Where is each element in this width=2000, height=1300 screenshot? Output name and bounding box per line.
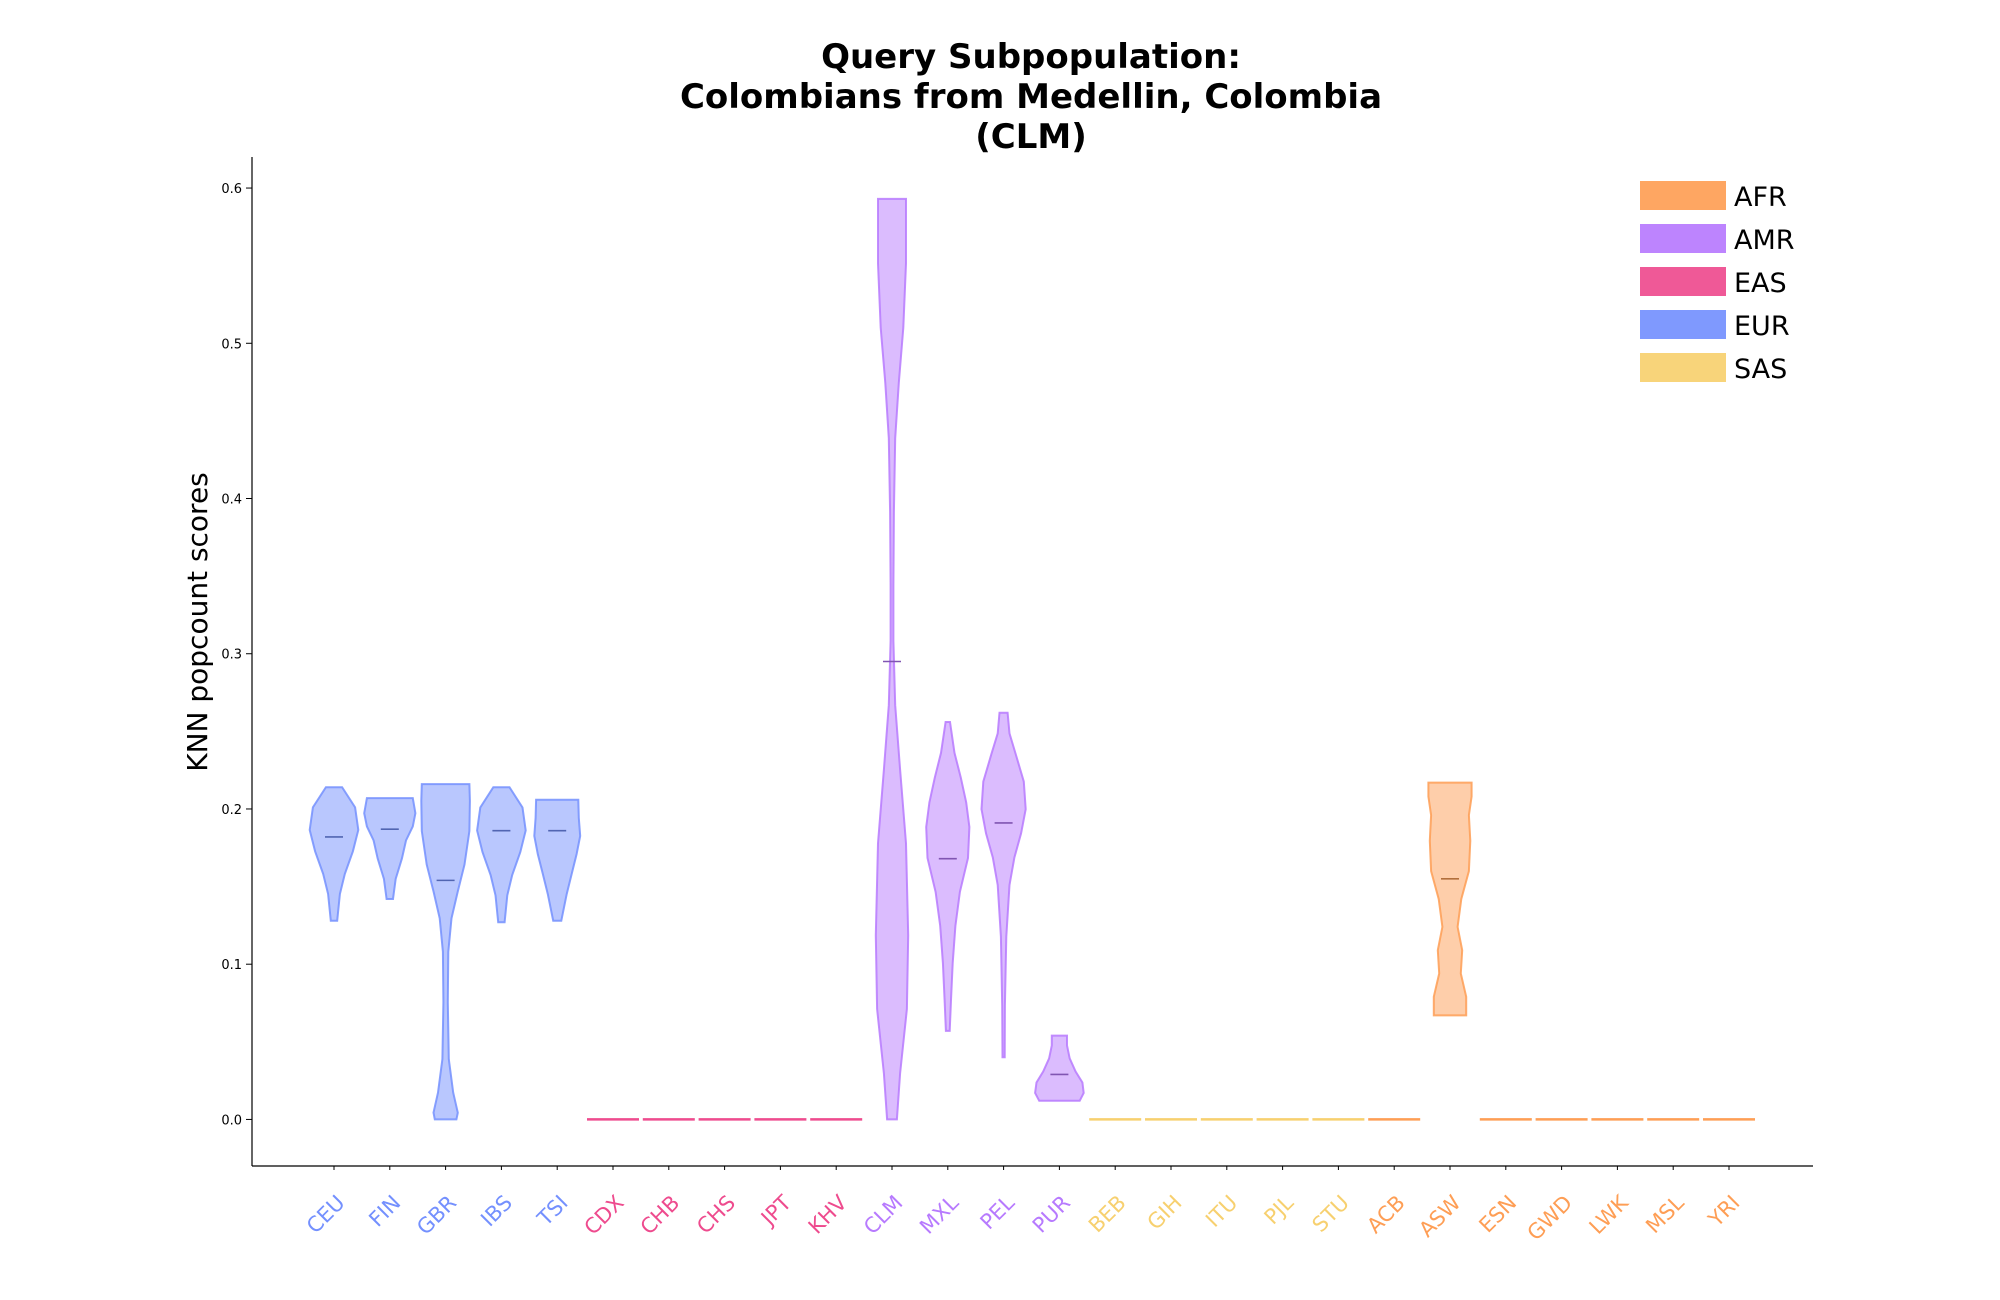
violin-body xyxy=(874,197,910,1121)
violin-asw xyxy=(1427,781,1473,1017)
legend-swatch xyxy=(1640,267,1726,296)
violin-pel xyxy=(980,711,1027,1059)
x-tick-label: ACB xyxy=(1362,1191,1409,1238)
violin-gbr xyxy=(420,783,471,1121)
x-tick-label: PJL xyxy=(1260,1190,1299,1229)
legend-item-amr: AMR xyxy=(1640,224,1795,256)
violin-ceu xyxy=(308,786,360,922)
x-tick-label: TSI xyxy=(532,1191,573,1232)
violin-fin xyxy=(363,797,417,900)
y-tick-label: 0.3 xyxy=(221,648,242,663)
y-tick-label: 0.4 xyxy=(221,493,242,508)
violin-body xyxy=(1427,781,1473,1017)
chart-title-line-1: Query Subpopulation: xyxy=(821,37,1241,77)
x-tick-label: CLM xyxy=(859,1191,907,1239)
chart-title-line-3: (CLM) xyxy=(975,117,1087,157)
violin-pur xyxy=(1034,1034,1085,1102)
violin-body xyxy=(308,786,360,922)
violin-body xyxy=(925,721,971,1032)
violin-body xyxy=(476,786,527,924)
violin-body xyxy=(980,711,1027,1059)
legend-item-sas: SAS xyxy=(1640,353,1787,385)
x-tick-label: BEB xyxy=(1084,1191,1131,1238)
legend-item-afr: AFR xyxy=(1640,181,1787,213)
legend-swatch xyxy=(1640,310,1726,339)
y-tick-label: 0.0 xyxy=(221,1113,242,1128)
x-tick-label: KHV xyxy=(804,1190,852,1238)
x-tick-label: JPT xyxy=(755,1190,796,1231)
legend: AFR AMR EAS EUR SAS xyxy=(1640,181,1795,385)
legend-item-eas: EAS xyxy=(1640,267,1787,299)
violin-body xyxy=(363,797,417,900)
x-tick-label: IBS xyxy=(476,1191,517,1232)
x-tick-label: MXL xyxy=(915,1190,963,1238)
chart-title-line-2: Colombians from Medellin, Colombia xyxy=(680,77,1382,117)
y-axis-label: KNN popcount scores xyxy=(181,472,214,772)
x-tick-label: MSL xyxy=(1641,1190,1689,1238)
x-tick-label: GIH xyxy=(1143,1191,1187,1235)
y-tick-label: 0.1 xyxy=(221,958,242,973)
violin-clm xyxy=(874,197,910,1121)
legend-swatch xyxy=(1640,224,1726,253)
chart-title: Query Subpopulation: Colombians from Med… xyxy=(680,37,1382,157)
violin-body xyxy=(533,798,582,922)
x-tick-label: GBR xyxy=(412,1191,461,1240)
x-tick-label: PEL xyxy=(976,1190,1020,1234)
legend-swatch xyxy=(1640,181,1726,210)
x-tick-label: FIN xyxy=(364,1191,405,1232)
legend-item-eur: EUR xyxy=(1640,310,1790,342)
violin-body xyxy=(1034,1034,1085,1102)
x-tick-label: CDX xyxy=(580,1191,629,1240)
x-tick-label: ITU xyxy=(1201,1191,1242,1232)
x-tick-label: ESN xyxy=(1474,1191,1521,1238)
y-tick-label: 0.2 xyxy=(221,803,242,818)
violin-tsi xyxy=(533,798,582,922)
violins xyxy=(308,197,1755,1121)
x-tick-label: CHB xyxy=(636,1191,685,1240)
x-tick-label: GWD xyxy=(1523,1191,1578,1246)
legend-label: AMR xyxy=(1734,225,1795,256)
x-tick-label: PUR xyxy=(1028,1191,1075,1238)
x-tick-label: YRI xyxy=(1703,1191,1744,1232)
violin-mxl xyxy=(925,721,971,1032)
x-tick-label: ASW xyxy=(1414,1190,1465,1241)
legend-swatch xyxy=(1640,353,1726,382)
x-tick-label: STU xyxy=(1308,1191,1354,1237)
legend-label: EUR xyxy=(1734,311,1790,342)
violin-body xyxy=(420,783,471,1121)
x-tick-label: CHS xyxy=(692,1191,740,1239)
legend-label: SAS xyxy=(1734,354,1787,385)
x-tick-label: LWK xyxy=(1585,1190,1634,1239)
y-tick-label: 0.5 xyxy=(221,337,242,352)
y-tick-label: 0.6 xyxy=(221,182,242,197)
x-tick-label: CEU xyxy=(302,1191,350,1239)
violin-ibs xyxy=(476,786,527,924)
legend-label: AFR xyxy=(1734,182,1787,213)
legend-label: EAS xyxy=(1734,268,1787,299)
